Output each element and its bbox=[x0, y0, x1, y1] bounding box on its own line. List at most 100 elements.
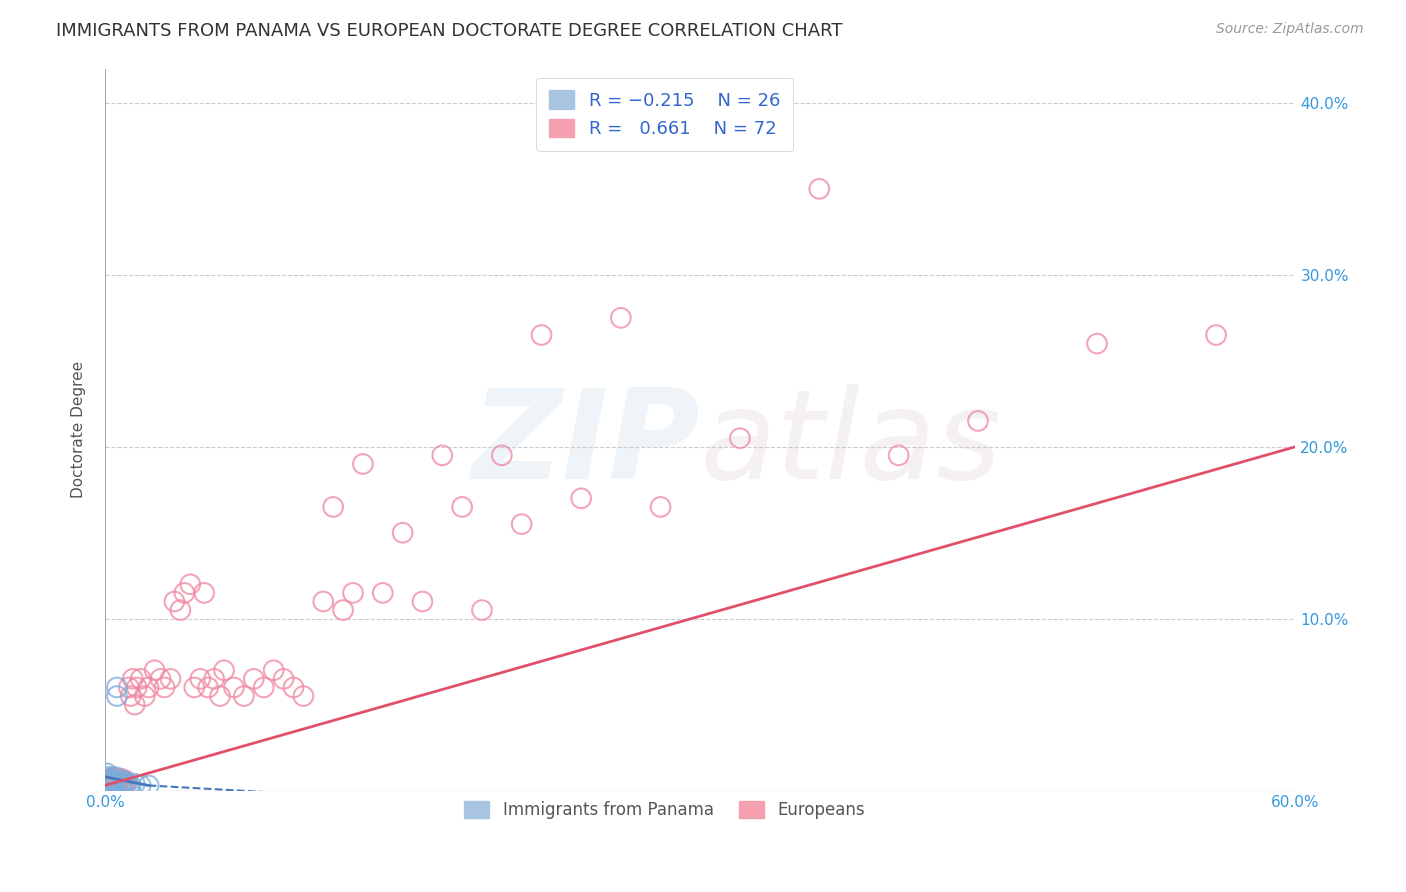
Point bbox=[322, 500, 344, 514]
Point bbox=[149, 672, 172, 686]
Point bbox=[491, 448, 513, 462]
Point bbox=[124, 777, 146, 791]
Point bbox=[105, 681, 128, 695]
Point bbox=[100, 772, 122, 786]
Point bbox=[371, 586, 394, 600]
Point bbox=[101, 779, 124, 793]
Point bbox=[129, 779, 152, 793]
Point bbox=[104, 775, 127, 789]
Point bbox=[100, 775, 122, 789]
Point bbox=[232, 689, 254, 703]
Point bbox=[650, 500, 672, 514]
Point bbox=[101, 773, 124, 788]
Y-axis label: Doctorate Degree: Doctorate Degree bbox=[72, 361, 86, 498]
Point bbox=[105, 777, 128, 791]
Point bbox=[188, 672, 211, 686]
Point bbox=[569, 491, 592, 506]
Point bbox=[352, 457, 374, 471]
Point bbox=[108, 773, 131, 788]
Point bbox=[193, 586, 215, 600]
Point bbox=[97, 777, 120, 791]
Point bbox=[263, 663, 285, 677]
Point bbox=[332, 603, 354, 617]
Point bbox=[114, 777, 136, 791]
Point bbox=[179, 577, 201, 591]
Point bbox=[212, 663, 235, 677]
Point bbox=[143, 663, 166, 677]
Point bbox=[114, 775, 136, 789]
Point bbox=[105, 689, 128, 703]
Point bbox=[253, 681, 276, 695]
Point bbox=[101, 777, 124, 791]
Point bbox=[125, 681, 148, 695]
Point bbox=[222, 681, 245, 695]
Point bbox=[202, 672, 225, 686]
Point bbox=[101, 773, 124, 788]
Point bbox=[108, 775, 131, 789]
Point bbox=[169, 603, 191, 617]
Point bbox=[100, 772, 122, 786]
Point bbox=[808, 182, 831, 196]
Point bbox=[100, 775, 122, 789]
Text: Source: ZipAtlas.com: Source: ZipAtlas.com bbox=[1216, 22, 1364, 37]
Point bbox=[610, 310, 633, 325]
Point bbox=[967, 414, 990, 428]
Point bbox=[97, 777, 120, 791]
Point bbox=[292, 689, 315, 703]
Point bbox=[197, 681, 219, 695]
Point bbox=[110, 777, 132, 791]
Point bbox=[114, 773, 136, 788]
Point bbox=[121, 672, 143, 686]
Text: atlas: atlas bbox=[700, 384, 1002, 505]
Point bbox=[510, 517, 533, 532]
Point bbox=[118, 681, 141, 695]
Point bbox=[100, 777, 122, 791]
Point bbox=[471, 603, 494, 617]
Point bbox=[163, 594, 186, 608]
Point bbox=[118, 779, 141, 793]
Point bbox=[97, 773, 120, 788]
Point bbox=[96, 775, 118, 789]
Point bbox=[115, 777, 138, 791]
Point bbox=[111, 773, 134, 788]
Point bbox=[209, 689, 232, 703]
Point bbox=[111, 775, 134, 789]
Point bbox=[134, 689, 156, 703]
Point bbox=[105, 773, 128, 788]
Point bbox=[391, 525, 413, 540]
Point bbox=[104, 775, 127, 789]
Point bbox=[104, 772, 127, 786]
Point bbox=[104, 770, 127, 784]
Point bbox=[411, 594, 433, 608]
Point bbox=[100, 779, 122, 793]
Point bbox=[451, 500, 474, 514]
Point bbox=[96, 766, 118, 780]
Point bbox=[124, 698, 146, 712]
Point bbox=[159, 672, 181, 686]
Point bbox=[101, 777, 124, 791]
Point bbox=[97, 770, 120, 784]
Text: ZIP: ZIP bbox=[471, 384, 700, 505]
Point bbox=[342, 586, 364, 600]
Point bbox=[283, 681, 305, 695]
Point bbox=[173, 586, 195, 600]
Point bbox=[312, 594, 335, 608]
Point bbox=[243, 672, 266, 686]
Point bbox=[432, 448, 454, 462]
Point bbox=[887, 448, 910, 462]
Point bbox=[120, 689, 142, 703]
Point bbox=[153, 681, 176, 695]
Point bbox=[115, 775, 138, 789]
Point bbox=[97, 773, 120, 788]
Point bbox=[120, 779, 142, 793]
Point bbox=[110, 772, 132, 786]
Text: IMMIGRANTS FROM PANAMA VS EUROPEAN DOCTORATE DEGREE CORRELATION CHART: IMMIGRANTS FROM PANAMA VS EUROPEAN DOCTO… bbox=[56, 22, 842, 40]
Point bbox=[108, 775, 131, 789]
Point bbox=[530, 328, 553, 343]
Point bbox=[96, 775, 118, 789]
Point bbox=[728, 431, 751, 445]
Point bbox=[1085, 336, 1108, 351]
Point bbox=[138, 779, 160, 793]
Point bbox=[1205, 328, 1227, 343]
Point bbox=[129, 672, 152, 686]
